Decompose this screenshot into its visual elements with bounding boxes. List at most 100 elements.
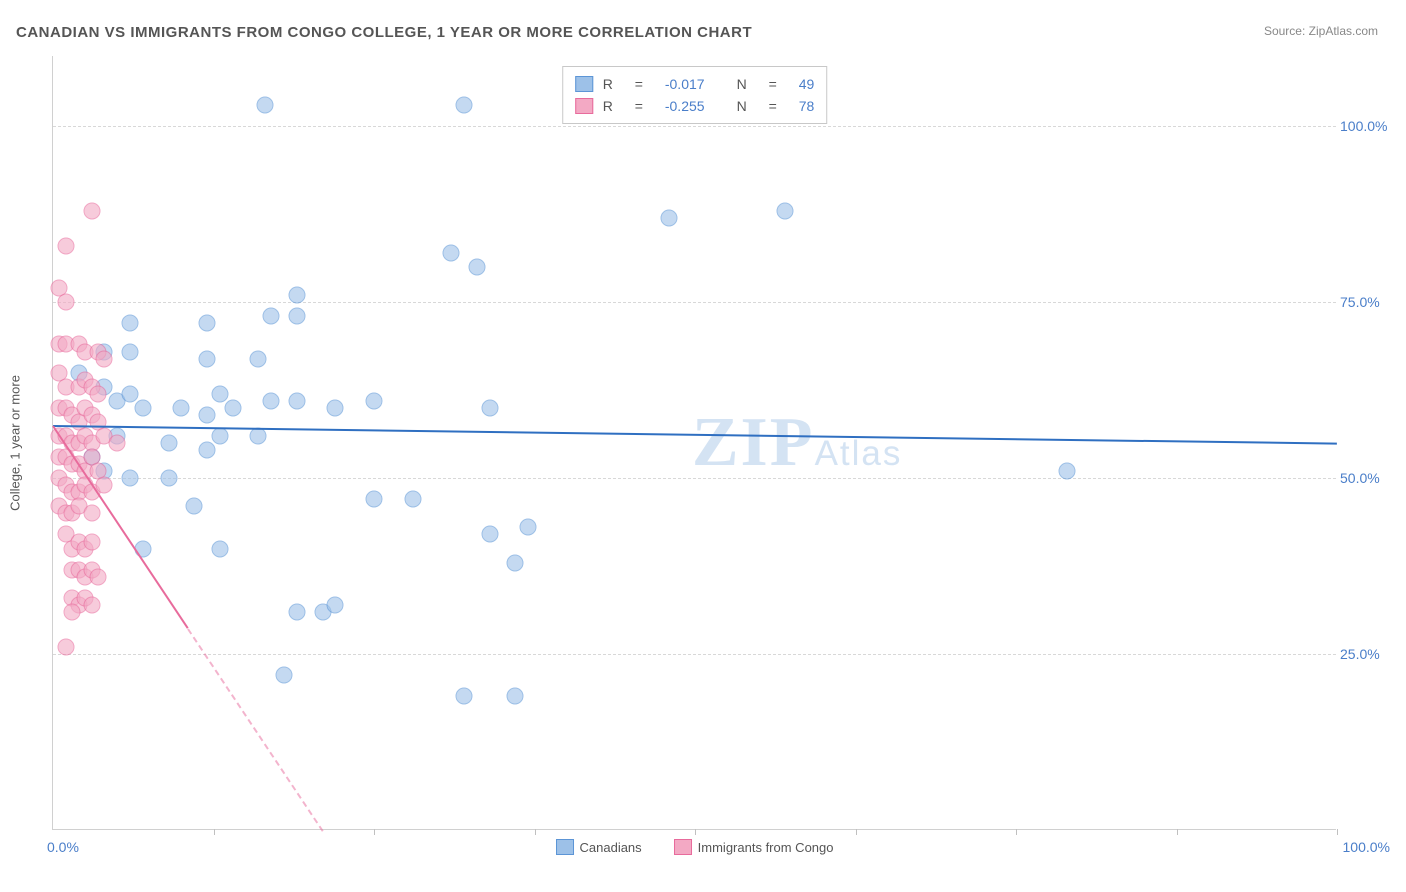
scatter-point	[160, 435, 177, 452]
scatter-point	[455, 688, 472, 705]
legend-label: Canadians	[580, 840, 642, 855]
grid-line	[53, 654, 1336, 655]
x-tick	[856, 829, 857, 835]
y-tick-label: 50.0%	[1340, 470, 1392, 486]
stats-row: R=-0.017N=49	[575, 73, 815, 95]
scatter-point	[160, 470, 177, 487]
x-tick	[535, 829, 536, 835]
legend-swatch	[674, 839, 692, 855]
scatter-point	[443, 245, 460, 262]
scatter-point	[263, 308, 280, 325]
legend-label: Immigrants from Congo	[698, 840, 834, 855]
scatter-point	[57, 237, 74, 254]
stat-r-label: R	[603, 73, 613, 95]
x-tick	[1177, 829, 1178, 835]
correlation-stats-box: R=-0.017N=49R=-0.255N=78	[562, 66, 828, 124]
stat-n-value: 49	[799, 73, 815, 95]
source-attribution: Source: ZipAtlas.com	[1264, 24, 1378, 38]
grid-line	[53, 302, 1336, 303]
scatter-point	[288, 308, 305, 325]
grid-line	[53, 126, 1336, 127]
scatter-point	[199, 315, 216, 332]
scatter-point	[57, 639, 74, 656]
scatter-point	[83, 533, 100, 550]
legend-item: Immigrants from Congo	[674, 839, 834, 855]
trend-line	[187, 628, 323, 831]
scatter-point	[224, 399, 241, 416]
scatter-point	[366, 392, 383, 409]
stat-n-value: 78	[799, 95, 815, 117]
scatter-point	[96, 477, 113, 494]
stats-row: R=-0.255N=78	[575, 95, 815, 117]
x-tick	[214, 829, 215, 835]
scatter-point	[288, 603, 305, 620]
scatter-point	[134, 399, 151, 416]
scatter-point	[211, 540, 228, 557]
scatter-point	[199, 350, 216, 367]
scatter-point	[1059, 463, 1076, 480]
scatter-point	[199, 406, 216, 423]
scatter-point	[455, 97, 472, 114]
scatter-point	[199, 442, 216, 459]
scatter-point	[89, 568, 106, 585]
scatter-point	[327, 399, 344, 416]
grid-line	[53, 478, 1336, 479]
scatter-point	[468, 259, 485, 276]
scatter-point	[96, 350, 113, 367]
y-tick-label: 100.0%	[1340, 118, 1392, 134]
x-axis-max-label: 100.0%	[1343, 839, 1390, 855]
scatter-point	[481, 526, 498, 543]
stat-r-label: R	[603, 95, 613, 117]
scatter-point	[64, 603, 81, 620]
y-axis-title: College, 1 year or more	[8, 375, 23, 511]
scatter-point	[366, 491, 383, 508]
scatter-point	[327, 596, 344, 613]
scatter-point	[776, 202, 793, 219]
stat-n-label: N	[737, 73, 747, 95]
scatter-point	[186, 498, 203, 515]
scatter-point	[173, 399, 190, 416]
scatter-point	[211, 385, 228, 402]
scatter-point	[276, 667, 293, 684]
chart-title: CANADIAN VS IMMIGRANTS FROM CONGO COLLEG…	[16, 24, 752, 41]
x-axis-min-label: 0.0%	[47, 839, 79, 855]
scatter-point	[89, 385, 106, 402]
legend-swatch	[556, 839, 574, 855]
scatter-point	[109, 435, 126, 452]
scatter-point	[83, 505, 100, 522]
scatter-point	[211, 427, 228, 444]
scatter-point	[83, 202, 100, 219]
watermark: ZIPAtlas	[692, 403, 903, 483]
scatter-point	[404, 491, 421, 508]
scatter-point	[256, 97, 273, 114]
scatter-point	[122, 343, 139, 360]
x-tick	[1016, 829, 1017, 835]
scatter-point	[122, 315, 139, 332]
legend-swatch	[575, 98, 593, 114]
scatter-point	[481, 399, 498, 416]
scatter-point	[83, 596, 100, 613]
scatter-point	[263, 392, 280, 409]
y-tick-label: 75.0%	[1340, 294, 1392, 310]
scatter-point	[507, 688, 524, 705]
scatter-point	[661, 209, 678, 226]
stat-r-value: -0.255	[665, 95, 705, 117]
scatter-point	[507, 554, 524, 571]
scatter-point	[288, 392, 305, 409]
legend-swatch	[575, 76, 593, 92]
scatter-plot: College, 1 year or more ZIPAtlas 25.0%50…	[52, 56, 1336, 830]
scatter-point	[288, 287, 305, 304]
stat-r-value: -0.017	[665, 73, 705, 95]
scatter-point	[122, 385, 139, 402]
trend-line	[53, 425, 1337, 445]
scatter-point	[57, 294, 74, 311]
x-tick	[1337, 829, 1338, 835]
legend-item: Canadians	[556, 839, 642, 855]
stat-n-label: N	[737, 95, 747, 117]
scatter-point	[250, 350, 267, 367]
x-tick	[374, 829, 375, 835]
x-tick	[695, 829, 696, 835]
y-tick-label: 25.0%	[1340, 646, 1392, 662]
scatter-point	[520, 519, 537, 536]
scatter-point	[122, 470, 139, 487]
